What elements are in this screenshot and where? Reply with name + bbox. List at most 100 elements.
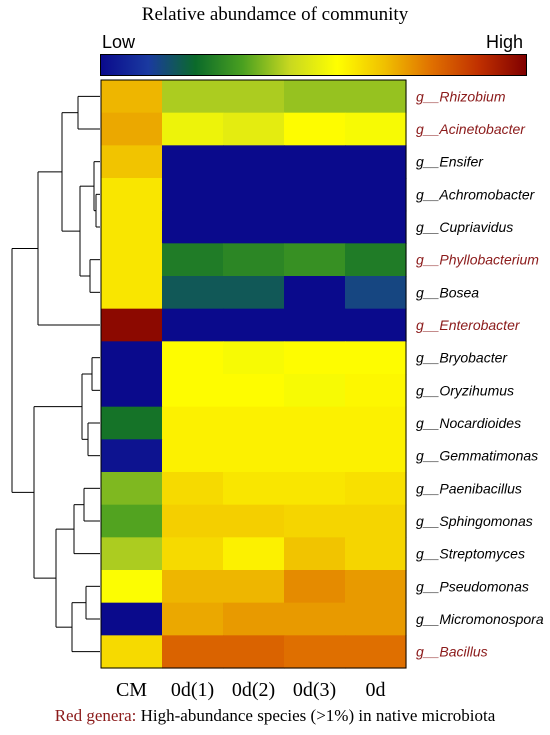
heatmap-cell (162, 243, 224, 277)
heatmap-cell (223, 439, 285, 473)
column-label: 0d(1) (171, 679, 214, 701)
column-label: 0d (366, 679, 386, 701)
row-label: g__Streptomyces (416, 546, 525, 562)
row-label: g__Micromonospora (416, 611, 544, 627)
heatmap-cell (284, 635, 346, 669)
heatmap-cell (101, 308, 163, 342)
column-label: CM (116, 679, 147, 701)
row-labels: g__Rhizobium g__Acinetobacter g__Ensifer g_… (416, 88, 544, 659)
heatmap-cell (101, 112, 163, 146)
heatmap-cell (345, 537, 407, 571)
heatmap-cell (284, 243, 346, 277)
heatmap-cell (101, 406, 163, 440)
heatmap-cell (101, 80, 163, 114)
heatmap-cell (223, 374, 285, 408)
heatmap-cell (284, 112, 346, 146)
row-label: g__Rhizobium (416, 88, 506, 104)
heatmap-cell (345, 602, 407, 636)
heatmap-cell (162, 276, 224, 310)
chart-title: Relative abundamce of community (141, 4, 409, 25)
heatmap-cell (223, 504, 285, 538)
column-label: 0d(2) (232, 679, 275, 701)
row-label: g__Nocardioides (416, 415, 521, 431)
heatmap-cell (162, 112, 224, 146)
heatmap-cell (345, 178, 407, 212)
heatmap-cell (284, 308, 346, 342)
heatmap-cell (162, 406, 224, 440)
color-scale-high-label: High (486, 32, 524, 52)
heatmap-cell (101, 145, 163, 179)
heatmap-cell (345, 276, 407, 310)
row-label: g__Paenibacillus (416, 480, 522, 496)
heatmap-cell (345, 243, 407, 277)
heatmap-cell (284, 570, 346, 604)
heatmap-cell (345, 145, 407, 179)
row-label: g__Cupriavidus (416, 219, 513, 235)
heatmap-cell (162, 472, 224, 506)
heatmap-cell (284, 178, 346, 212)
heatmap-cell (345, 308, 407, 342)
row-label: g__Oryzihumus (416, 382, 514, 398)
row-label: g__Sphingomonas (416, 513, 533, 529)
heatmap-cell (101, 341, 163, 375)
heatmap-cell (284, 406, 346, 440)
row-label: g__Bacillus (416, 644, 488, 660)
heatmap-cell (101, 439, 163, 473)
heatmap-cell (345, 472, 407, 506)
heatmap-cell (223, 276, 285, 310)
heatmap-cell (101, 602, 163, 636)
heatmap-cell (345, 504, 407, 538)
heatmap-cell (284, 472, 346, 506)
heatmap-cell (345, 570, 407, 604)
heatmap-cell (101, 243, 163, 277)
heatmap-cell (101, 537, 163, 571)
heatmap-cell (284, 504, 346, 538)
heatmap-cell (223, 145, 285, 179)
heatmap-cell (162, 308, 224, 342)
heatmap-cell (345, 80, 407, 114)
heatmap-cell (223, 406, 285, 440)
heatmap-cell (101, 210, 163, 244)
color-scale-bar (100, 54, 527, 76)
heatmap-cell (223, 178, 285, 212)
heatmap-cell (223, 341, 285, 375)
row-label: g__Ensifer (416, 154, 484, 170)
heatmap-cell (345, 439, 407, 473)
heatmap-cell (162, 570, 224, 604)
heatmap-cell (162, 178, 224, 212)
heatmap-cell (223, 308, 285, 342)
footnote: Red genera: High-abundance species (>1%)… (0, 706, 550, 726)
heatmap-cell (345, 374, 407, 408)
heatmap-cell (345, 112, 407, 146)
column-label: 0d(3) (293, 679, 336, 701)
row-label: g__Bosea (416, 284, 479, 300)
heatmap-cell (162, 341, 224, 375)
row-label: g__Gemmatimonas (416, 448, 538, 464)
heatmap-cell (284, 374, 346, 408)
heatmap-cell (284, 145, 346, 179)
heatmap-cell (101, 504, 163, 538)
heatmap-cell (101, 472, 163, 506)
row-label: g__Pseudomonas (416, 578, 529, 594)
heatmap-cell (223, 243, 285, 277)
heatmap-cell (101, 374, 163, 408)
heatmap-cell (162, 210, 224, 244)
heatmap-cell (345, 635, 407, 669)
heatmap-cell (223, 210, 285, 244)
heatmap-cell (162, 80, 224, 114)
color-scale-low-label: Low (102, 32, 136, 52)
heatmap-cell (162, 504, 224, 538)
heatmap-cell (345, 210, 407, 244)
row-dendrogram (11, 95, 100, 653)
heatmap-cell (284, 537, 346, 571)
heatmap-cell (284, 439, 346, 473)
heatmap-cell (284, 341, 346, 375)
heatmap-cell (223, 602, 285, 636)
heatmap-cell (223, 80, 285, 114)
heatmap-cell (162, 374, 224, 408)
footnote-prefix: Red genera: (54, 706, 137, 725)
heatmap-cell (101, 570, 163, 604)
heatmap-cell (345, 406, 407, 440)
